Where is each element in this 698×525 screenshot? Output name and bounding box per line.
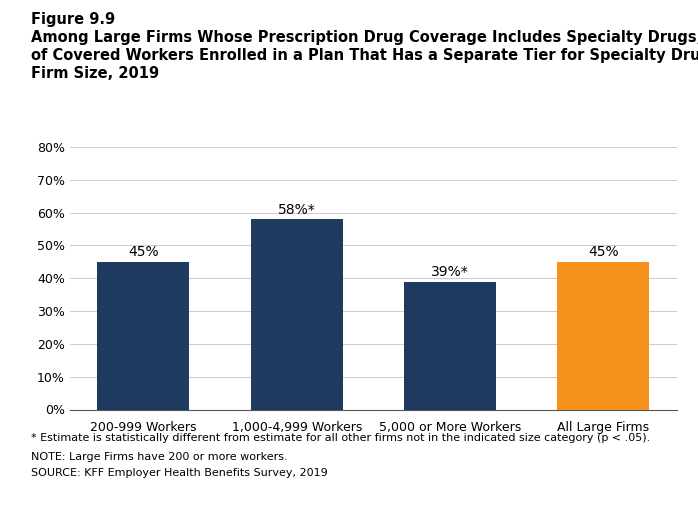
Text: Among Large Firms Whose Prescription Drug Coverage Includes Specialty Drugs, Per: Among Large Firms Whose Prescription Dru… — [31, 30, 698, 46]
Text: 45%: 45% — [128, 245, 158, 259]
Text: Figure 9.9: Figure 9.9 — [31, 12, 116, 27]
Text: 39%*: 39%* — [431, 265, 469, 279]
Bar — [404, 281, 496, 410]
Text: 58%*: 58%* — [278, 203, 315, 216]
Text: Firm Size, 2019: Firm Size, 2019 — [31, 66, 160, 81]
Bar — [98, 262, 189, 410]
Bar — [251, 219, 343, 410]
Text: SOURCE: KFF Employer Health Benefits Survey, 2019: SOURCE: KFF Employer Health Benefits Sur… — [31, 468, 328, 478]
Bar — [558, 262, 649, 410]
Text: NOTE: Large Firms have 200 or more workers.: NOTE: Large Firms have 200 or more worke… — [31, 452, 288, 461]
Text: * Estimate is statistically different from estimate for all other firms not in t: * Estimate is statistically different fr… — [31, 433, 651, 443]
Text: 45%: 45% — [588, 245, 618, 259]
Text: of Covered Workers Enrolled in a Plan That Has a Separate Tier for Specialty Dru: of Covered Workers Enrolled in a Plan Th… — [31, 48, 698, 64]
